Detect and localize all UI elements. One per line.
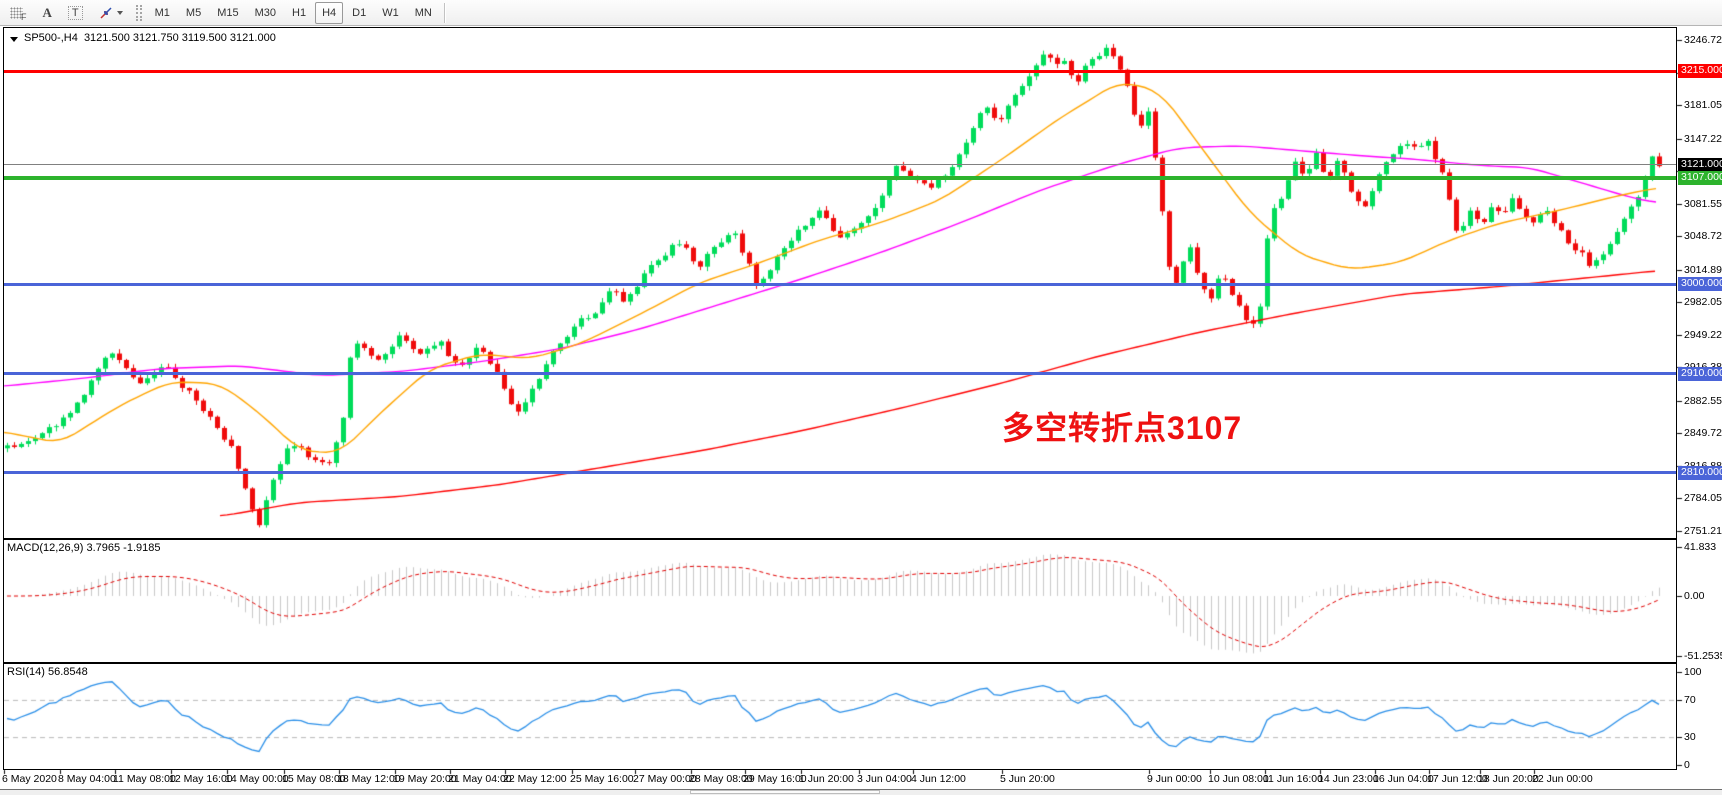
timeframe-button-M5[interactable]: M5 xyxy=(185,6,202,19)
ohlc-values: 3121.500 3121.750 3119.500 3121.000 xyxy=(83,32,276,44)
timeframe-button-D1[interactable]: D1 xyxy=(352,6,367,19)
price-tick: 3014.890 xyxy=(1684,263,1722,276)
arrows-tool-button[interactable] xyxy=(92,2,130,24)
price-line-label-2910.000: 2910.000 xyxy=(1678,366,1722,381)
macd-tick: 0.00 xyxy=(1684,590,1705,602)
time-axis-label: 11 May 08:00 xyxy=(113,773,176,785)
price-tick: 2882.555 xyxy=(1684,394,1722,407)
time-axis-label: 22 May 12:00 xyxy=(503,773,567,785)
time-axis-label: 3 Jun 04:00 xyxy=(857,773,912,785)
text-box-icon: T xyxy=(67,5,83,20)
rsi-indicator-label: RSI(14) 56.8548 xyxy=(7,666,88,678)
time-axis-label: 27 May 00:00 xyxy=(633,773,697,785)
timeframe-button-group: M1 M5 M15 M30 H1 H4 D1 W1 MN xyxy=(147,1,440,24)
rsi-tick: 30 xyxy=(1684,731,1696,744)
price-line-label-3107.000: 3107.000 xyxy=(1678,171,1722,186)
time-axis-label: 22 Jun 00:00 xyxy=(1532,773,1593,785)
time-axis-label: 17 Jun 12:00 xyxy=(1427,773,1488,785)
text-label-icon: A xyxy=(42,4,52,20)
horizontal-line-3107.000[interactable] xyxy=(4,176,1676,181)
text-label-tool-button[interactable]: A xyxy=(36,2,59,24)
rsi-tick: 0 xyxy=(1684,759,1690,771)
toolbar-grip[interactable] xyxy=(135,4,142,21)
price-tick: 3048.720 xyxy=(1684,230,1722,243)
horizontal-line-3000.000[interactable] xyxy=(4,282,1676,286)
time-axis-label: 10 Jun 08:00 xyxy=(1208,773,1269,785)
time-axis-label: 8 May 04:00 xyxy=(58,773,116,785)
price-tick: 2982.055 xyxy=(1684,296,1722,309)
horizontal-line-2810.000[interactable] xyxy=(4,471,1676,475)
text-box-tool-button[interactable]: T xyxy=(61,2,90,24)
dot-grid-icon xyxy=(10,6,23,19)
time-axis-label: 29 May 16:00 xyxy=(743,773,807,785)
time-axis-label: 21 May 04:00 xyxy=(448,773,512,785)
horizontal-scrollbar-thumb[interactable] xyxy=(690,790,880,794)
time-axis-label: 15 May 08:00 xyxy=(282,773,346,785)
time-axis-label: 12 May 16:00 xyxy=(169,773,233,785)
fibonacci-grid-label: F xyxy=(21,11,27,22)
time-axis-label: 16 Jun 04:00 xyxy=(1373,773,1434,785)
time-axis-label: 1 Jun 20:00 xyxy=(799,773,854,785)
chart-text-annotation[interactable]: 多空转折点3107 xyxy=(1002,410,1243,446)
timeframe-button-H4[interactable]: H4 xyxy=(315,1,344,24)
price-tick: 2784.050 xyxy=(1684,492,1722,505)
time-axis-label: 19 May 20:00 xyxy=(393,773,457,785)
horizontal-line-2910.000[interactable] xyxy=(4,372,1676,376)
price-line-label-3215.000: 3215.000 xyxy=(1678,64,1722,79)
price-tick: 3181.055 xyxy=(1684,99,1722,112)
time-axis-label: 14 Jun 23:00 xyxy=(1318,773,1379,785)
timeframe-button-H1[interactable]: H1 xyxy=(292,6,307,19)
time-axis-label: 18 Jun 20:00 xyxy=(1478,773,1539,785)
arrows-icon xyxy=(100,6,112,19)
macd-indicator-label: MACD(12,26,9) 3.7965 -1.9185 xyxy=(7,542,161,554)
price-tick: 2849.720 xyxy=(1684,427,1722,440)
price-tick: 2949.220 xyxy=(1684,328,1722,341)
chart-title: SP500-,H4 3121.500 3121.750 3119.500 312… xyxy=(24,32,276,44)
time-axis-label: 5 Jun 20:00 xyxy=(1000,773,1055,785)
macd-tick: 41.833 xyxy=(1684,541,1717,553)
macd-tick: -51.2535 xyxy=(1684,650,1722,663)
time-axis-label: 28 May 08:00 xyxy=(689,773,753,785)
timeframe-button-M30[interactable]: M30 xyxy=(254,6,276,19)
time-axis-label: 6 May 2020 xyxy=(2,773,57,785)
time-axis-label: 4 Jun 12:00 xyxy=(911,773,966,785)
timeframe-button-M15[interactable]: M15 xyxy=(217,6,239,19)
toolbar-separator xyxy=(443,2,445,23)
price-tick: 3246.725 xyxy=(1684,34,1722,46)
symbol-period-label: SP500-,H4 xyxy=(24,32,78,44)
price-tick: 2751.215 xyxy=(1684,525,1722,537)
dropdown-caret-icon xyxy=(116,10,123,15)
price-tick: 3081.555 xyxy=(1684,197,1722,210)
time-axis-label: 9 Jun 00:00 xyxy=(1147,773,1202,785)
rsi-tick: 70 xyxy=(1684,693,1696,706)
symbol-dropdown-icon[interactable] xyxy=(10,37,18,42)
horizontal-line-3215.000[interactable] xyxy=(4,69,1676,73)
timeframe-button-W1[interactable]: W1 xyxy=(382,6,399,19)
time-axis-label: 14 May 00:00 xyxy=(225,773,289,785)
time-axis-label: 25 May 16:00 xyxy=(570,773,634,785)
toolbar: F A T M1 M5 M15 M30 H1 H4 D1 W1 MN xyxy=(0,0,1722,26)
price-line-label-3121.000: 3121.000 xyxy=(1678,157,1722,172)
timeframe-button-M1[interactable]: M1 xyxy=(154,6,170,19)
price-line-label-3000.000: 3000.000 xyxy=(1678,277,1722,292)
fibonacci-grid-tool-button[interactable]: F xyxy=(3,2,34,24)
price-line-label-2810.000: 2810.000 xyxy=(1678,465,1722,480)
timeframe-button-MN[interactable]: MN xyxy=(414,6,432,19)
horizontal-line-3121.000[interactable] xyxy=(4,164,1676,166)
rsi-tick: 100 xyxy=(1684,666,1702,678)
time-axis-label: 18 May 12:00 xyxy=(337,773,401,785)
time-axis-label: 11 Jun 16:00 xyxy=(1263,773,1323,785)
price-tick: 3147.225 xyxy=(1684,132,1722,145)
